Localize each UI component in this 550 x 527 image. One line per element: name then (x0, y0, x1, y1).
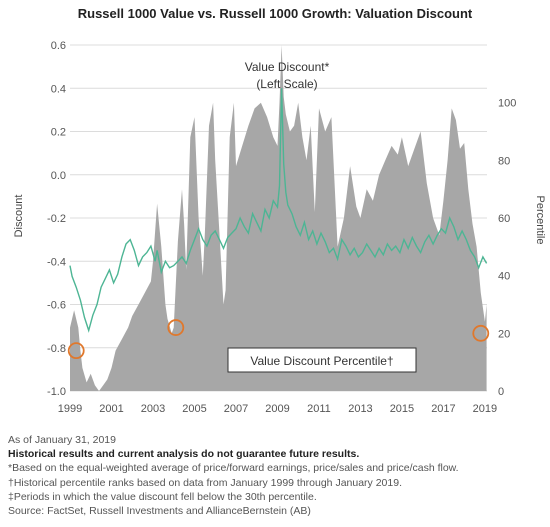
x-tick-label-10: 2019 (473, 403, 497, 415)
chart-title: Russell 1000 Value vs. Russell 1000 Grow… (77, 6, 473, 21)
right-axis-ticks: 100 80 60 40 20 0 (498, 98, 516, 398)
value-discount-annotation-line1: Value Discount* (245, 60, 330, 74)
right-tick-label-3: 40 (498, 271, 510, 283)
x-tick-label-4: 2007 (224, 403, 248, 415)
x-tick-label-0: 1999 (58, 403, 82, 415)
chart-notes: As of January 31, 2019 Historical result… (8, 433, 548, 518)
highlight-circle-1 (167, 319, 185, 336)
left-tick-label-7: -0.8 (47, 343, 66, 355)
left-tick-label-1: 0.4 (51, 83, 66, 95)
footnote-1: *Based on the equal-weighted average of … (8, 462, 459, 475)
discount-line-layer (69, 88, 488, 333)
value-discount-line (69, 88, 488, 333)
left-tick-label-5: -0.4 (47, 256, 66, 268)
highlight-circles (67, 319, 490, 360)
footnote-2: †Historical percentile ranks based on da… (8, 476, 402, 489)
x-tick-label-9: 2017 (431, 403, 455, 415)
value-discount-annotation-line2: (Left Scale) (256, 77, 317, 91)
x-tick-label-5: 2009 (265, 403, 289, 415)
highlight-circle-2 (472, 324, 490, 342)
right-tick-label-4: 20 (498, 328, 510, 340)
x-axis-ticks: 1999 2001 2003 2005 2007 2009 2011 2013 2015 2017… (58, 403, 497, 415)
x-tick-label-7: 2013 (348, 403, 372, 415)
right-tick-label-2: 60 (498, 213, 510, 225)
right-axis-title: Percentile (534, 196, 546, 245)
left-tick-label-8: -1.0 (47, 386, 66, 398)
left-axis-ticks: 0.6 0.4 0.2 0.0 -0.2 -0.4 -0.6 -0.8 -1.0 (47, 40, 66, 398)
x-tick-label-6: 2011 (307, 403, 331, 415)
right-tick-label-0: 100 (498, 98, 516, 110)
left-tick-label-3: 0.0 (51, 170, 66, 182)
percentile-label-box (227, 347, 417, 373)
x-tick-label-3: 2005 (182, 403, 206, 415)
valuation-discount-chart: 0.6 0.4 0.2 0.0 -0.2 -0.4 -0.6 -0.8 -1.0 100 80 60… (13, 40, 546, 415)
right-tick-label-5: 0 (498, 386, 504, 398)
left-tick-label-4: -0.2 (47, 213, 66, 225)
x-tick-label-1: 2001 (99, 403, 123, 415)
disclaimer: Historical results and current analysis … (8, 448, 360, 461)
percentile-area-layer (70, 45, 487, 391)
highlight-circle-0 (67, 342, 85, 360)
left-tick-label-2: 0.2 (51, 127, 66, 139)
left-tick-label-6: -0.6 (47, 300, 66, 312)
x-tick-label-2: 2003 (141, 403, 165, 415)
x-tick-label-8: 2015 (390, 403, 414, 415)
footnote-3: ‡Periods in which the value discount fel… (8, 490, 317, 503)
source-note: Source: FactSet, Russell Investments and… (8, 505, 311, 518)
as-of-date: As of January 31, 2019 (8, 434, 116, 446)
left-tick-label-0: 0.6 (51, 40, 66, 52)
left-axis-title: Discount (13, 195, 25, 238)
percentile-area (70, 45, 487, 391)
right-tick-label-1: 80 (498, 155, 510, 167)
percentile-label: Value Discount Percentile† (250, 354, 393, 368)
